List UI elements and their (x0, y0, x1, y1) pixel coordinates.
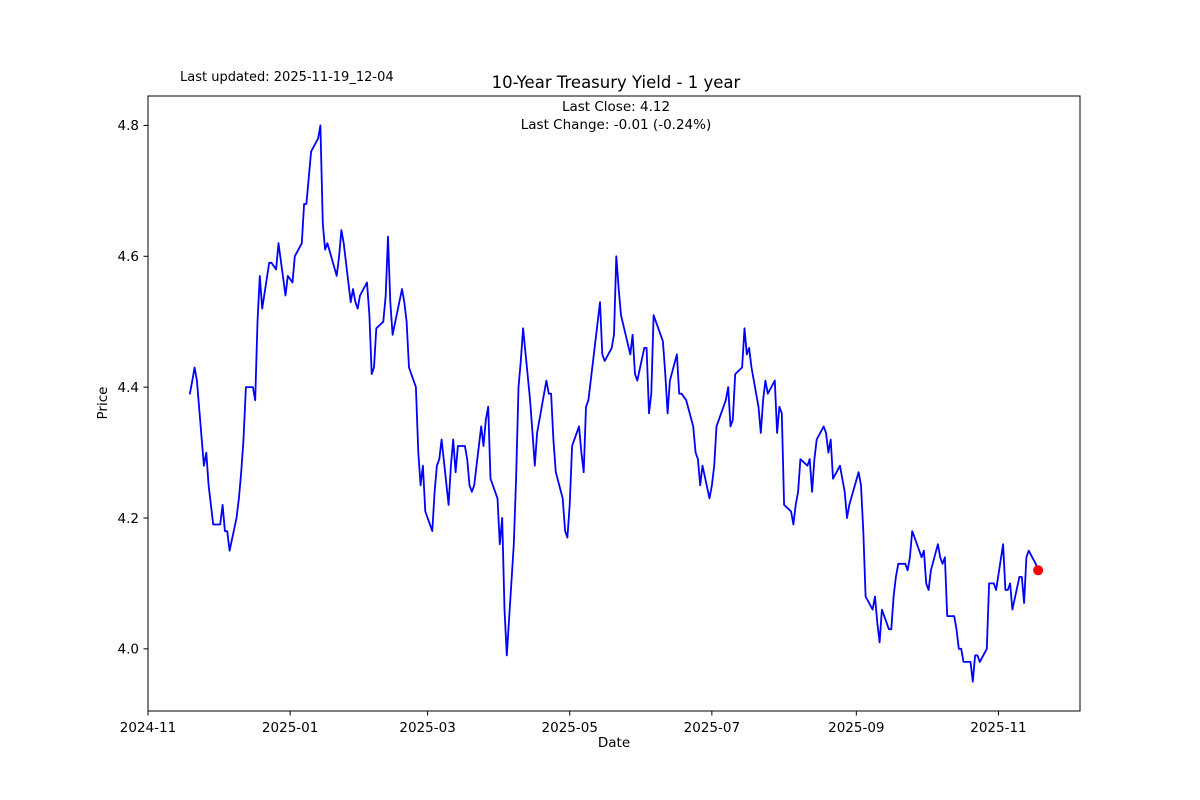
y-tick-label: 4.0 (118, 642, 139, 658)
x-tick-label: 2025-11 (970, 720, 1026, 736)
chart-title: 10-Year Treasury Yield - 1 year (492, 73, 741, 92)
y-tick-label: 4.8 (118, 118, 139, 134)
last-close-marker-dot (1033, 565, 1044, 576)
x-tick-label: 2025-09 (828, 720, 884, 736)
last-close-annotation: Last Close: 4.12 (562, 99, 670, 115)
x-tick-label: 2025-01 (262, 720, 318, 736)
y-tick-label: 4.2 (118, 511, 139, 527)
last-updated-label: Last updated: 2025-11-19_12-04 (180, 70, 394, 85)
line-series-group (188, 124, 1044, 683)
x-tick-label: 2024-11 (120, 720, 176, 736)
y-tick-label: 4.6 (118, 249, 139, 265)
x-tick-label: 2025-07 (684, 720, 740, 736)
x-axis-label: Date (598, 735, 630, 751)
price-line (188, 124, 1039, 683)
last-change-annotation: Last Change: -0.01 (-0.24%) (521, 117, 711, 133)
y-axis-label: Price (95, 387, 111, 420)
x-tick-label: 2025-05 (542, 720, 598, 736)
y-tick-label: 4.4 (118, 380, 139, 396)
axes-frame (147, 95, 1081, 712)
axis-ticks: 2024-11 2025-01 2025-03 2025-05 2025-07 2025-… (118, 118, 1027, 736)
x-tick-label: 2025-03 (399, 720, 455, 736)
